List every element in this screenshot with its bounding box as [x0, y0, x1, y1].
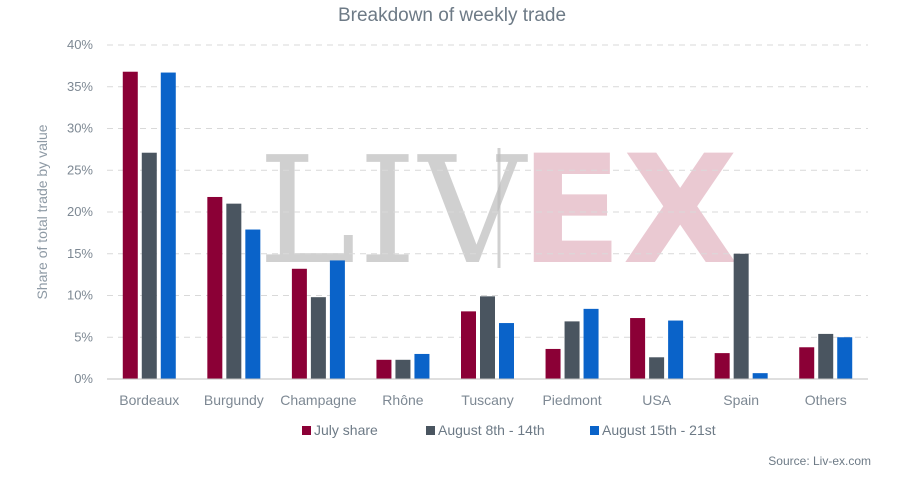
watermark-logo: LIV EX	[258, 124, 738, 298]
x-category-label: USA	[642, 392, 671, 408]
bar	[461, 311, 476, 379]
legend-label: August 8th - 14th	[438, 422, 545, 438]
y-tick-label: 0%	[74, 371, 93, 386]
x-category-label: Spain	[723, 392, 759, 408]
legend-label: July share	[314, 422, 378, 438]
bar	[668, 320, 684, 379]
x-category-label: Tuscany	[461, 392, 513, 408]
bar	[160, 72, 176, 380]
bar	[583, 308, 599, 379]
bar	[545, 348, 561, 379]
bar	[499, 323, 514, 379]
bar	[245, 229, 261, 379]
bar	[310, 297, 326, 379]
y-axis-title: Share of total trade by value	[34, 124, 50, 299]
bar	[818, 333, 834, 379]
bar	[714, 353, 730, 379]
legend-label: August 15th - 21st	[602, 422, 716, 438]
bar	[799, 347, 815, 379]
bar	[226, 203, 242, 379]
bar	[376, 359, 392, 379]
bar	[837, 337, 853, 379]
x-axis-categories: Bordeaux Burgundy Champagne Rhône Tuscany Pie…	[119, 392, 846, 408]
y-tick-label: 35%	[67, 79, 93, 94]
bar	[564, 321, 580, 379]
bar	[291, 268, 307, 379]
bar	[752, 373, 768, 379]
bar	[141, 152, 157, 379]
y-tick-label: 5%	[74, 329, 93, 344]
bar	[649, 357, 665, 379]
y-tick-label: 15%	[67, 246, 93, 261]
watermark-text-liv: LIV	[258, 125, 529, 297]
bar	[630, 318, 646, 379]
legend-swatch	[590, 426, 599, 435]
bar	[329, 260, 345, 379]
x-category-label: Burgundy	[204, 392, 264, 408]
legend-swatch	[426, 426, 435, 435]
legend: July share August 8th - 14th August 15th -…	[302, 422, 716, 438]
bar	[122, 71, 138, 379]
y-tick-label: 20%	[67, 204, 93, 219]
chart-title: Breakdown of weekly trade	[338, 5, 566, 26]
bar	[395, 359, 411, 379]
x-category-label: Others	[805, 392, 847, 408]
y-tick-label: 25%	[67, 162, 93, 177]
y-tick-label: 40%	[67, 37, 93, 52]
x-category-label: Bordeaux	[119, 392, 179, 408]
bar	[733, 253, 749, 379]
y-tick-label: 30%	[67, 121, 93, 136]
y-axis-ticks: 0% 5% 10% 15% 20% 25% 30% 35% 40%	[67, 37, 93, 386]
x-category-label: Champagne	[280, 392, 356, 408]
x-category-label: Rhône	[382, 392, 423, 408]
bar	[207, 196, 223, 379]
legend-swatch	[302, 426, 311, 435]
y-tick-label: 10%	[67, 288, 93, 303]
bar	[480, 296, 495, 379]
watermark-text-ex: EX	[520, 124, 738, 298]
bar	[414, 353, 430, 379]
source-note: Source: Liv-ex.com	[768, 454, 871, 468]
x-category-label: Piedmont	[542, 392, 601, 408]
bars	[122, 71, 853, 380]
